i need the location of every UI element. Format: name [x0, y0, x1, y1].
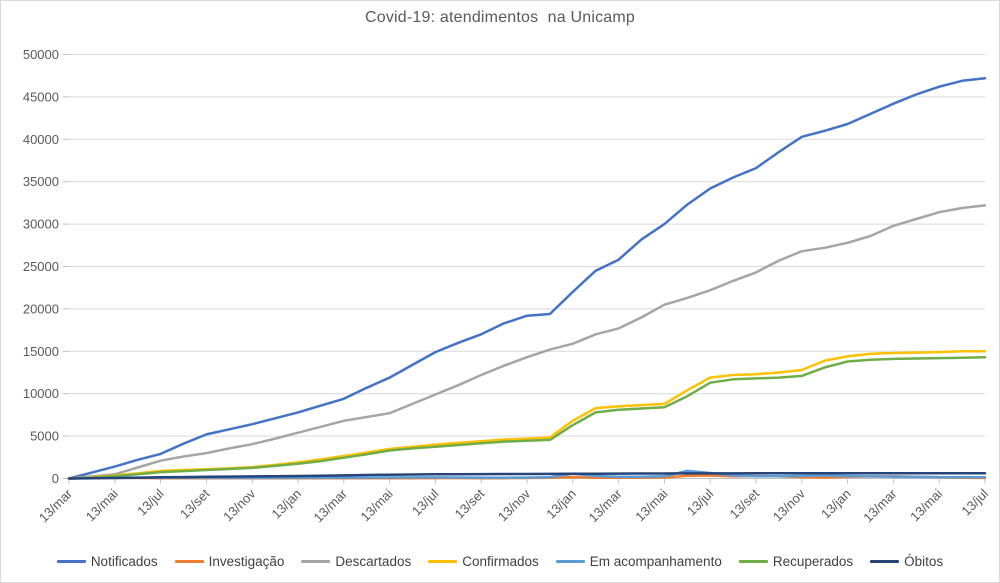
legend-line-swatch [555, 559, 585, 563]
x-axis-label: 13/mar [860, 486, 900, 526]
legend-label: Recuperados [772, 553, 854, 569]
y-axis-label: 10000 [23, 386, 59, 401]
y-axis-label: 50000 [23, 47, 59, 62]
legend-line-swatch [301, 559, 331, 563]
legend-item-em-acompanhamento[interactable]: Em acompanhamento [555, 553, 722, 569]
x-axis-label: 13/mar [585, 486, 625, 526]
x-axis-label: 13/nov [495, 486, 534, 525]
series-line-notificados[interactable] [67, 76, 987, 480]
x-axis-label: 13/jul [409, 486, 442, 519]
y-axis-label: 30000 [23, 217, 59, 232]
legend-item-óbitos[interactable]: Óbitos [870, 554, 943, 569]
x-axis-label: 13/set [177, 486, 213, 522]
y-axis-label: 5000 [30, 429, 59, 444]
chart-legend: Notificados Investigação Descartados Confir… [1, 545, 999, 577]
series-line-descartados[interactable] [67, 204, 987, 480]
legend-label: Em acompanhamento [589, 553, 722, 569]
x-axis-label: 13/jul [684, 486, 717, 519]
x-axis-label: 13/mar [311, 486, 351, 526]
y-axis-label: 0 [52, 471, 59, 486]
x-axis-label: 13/jul [134, 486, 167, 519]
y-axis-label: 20000 [23, 301, 59, 316]
legend-item-confirmados[interactable]: Confirmados [428, 554, 539, 569]
x-axis-label: 13/mai [83, 486, 121, 524]
series-line-óbitos[interactable] [67, 471, 987, 480]
x-axis-label: 13/set [726, 486, 762, 522]
y-axis-label: 15000 [23, 344, 59, 359]
x-axis-label: 13/set [452, 486, 488, 522]
legend-label: Confirmados [462, 553, 539, 569]
series-line-recuperados[interactable] [67, 355, 987, 480]
x-axis-label: 13/nov [770, 486, 809, 525]
legend-item-investigação[interactable]: Investigação [174, 553, 285, 569]
x-axis-label: 13/jan [818, 486, 854, 522]
legend-label: Óbitos [904, 553, 944, 569]
plot-canvas: 0 5000 10000 15000 20000 25000 30000 35000 40000… [23, 47, 992, 526]
x-axis-label: 13/jan [543, 486, 579, 522]
legend-line-swatch [870, 559, 900, 563]
x-axis-label: 13/jul [959, 486, 992, 519]
x-axis-label: 13/nov [220, 486, 259, 525]
y-axis-label: 35000 [23, 174, 59, 189]
legend-label: Notificados [90, 553, 158, 569]
y-axis-label: 45000 [23, 89, 59, 104]
legend-item-notificados[interactable]: Notificados [56, 553, 158, 569]
x-axis-label: 13/mar [36, 486, 76, 526]
legend-label: Investigação [208, 553, 285, 569]
x-axis-label: 13/mai [907, 486, 945, 524]
series-line-confirmados[interactable] [67, 350, 987, 480]
chart-title: Covid-19: atendimentos na Unicamp [364, 9, 636, 26]
x-axis-label: 13/jan [268, 486, 304, 522]
legend-line-swatch [174, 559, 204, 563]
x-axis-label: 13/mai [358, 486, 396, 524]
y-axis-label: 25000 [23, 259, 59, 274]
legend-item-recuperados[interactable]: Recuperados [738, 553, 854, 569]
legend-line-swatch [428, 559, 458, 563]
x-axis-label: 13/mai [632, 486, 670, 524]
legend-line-swatch [56, 559, 86, 563]
legend-item-descartados[interactable]: Descartados [301, 554, 411, 569]
y-axis-label: 40000 [23, 132, 59, 147]
legend-line-swatch [738, 559, 768, 563]
legend-label: Descartados [335, 553, 412, 569]
